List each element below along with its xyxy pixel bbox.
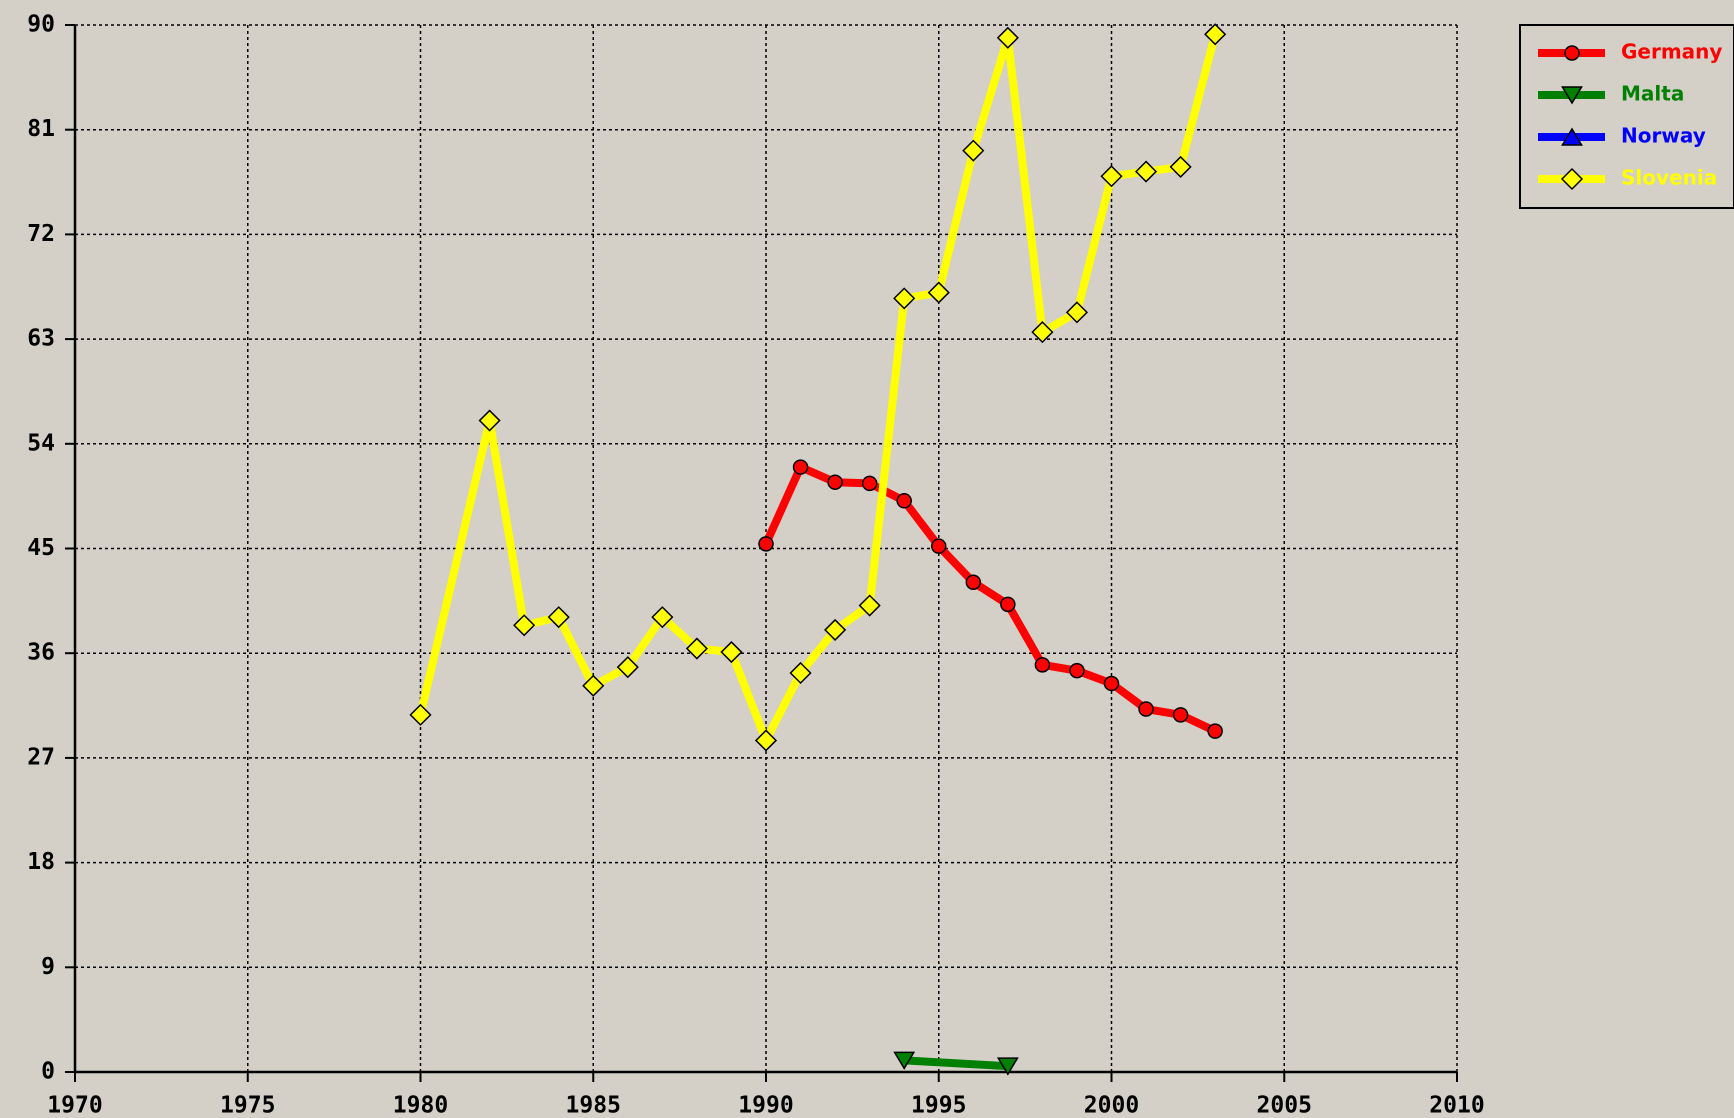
marker	[858, 594, 881, 617]
x-tick-label: 1980	[393, 1093, 448, 1118]
marker	[1172, 707, 1189, 723]
x-tick-label: 1985	[566, 1093, 621, 1118]
marker	[792, 459, 809, 475]
marker	[409, 703, 432, 726]
marker	[1561, 127, 1583, 146]
marker	[1065, 301, 1089, 324]
x-tick-label: 2005	[1257, 1093, 1312, 1118]
marker	[1564, 45, 1580, 61]
marker	[1134, 160, 1158, 183]
marker	[962, 139, 985, 162]
marker	[1207, 723, 1223, 739]
x-tick-label: 2010	[1429, 1093, 1484, 1118]
marker	[824, 618, 847, 641]
legend-label: Germany	[1621, 40, 1722, 64]
y-tick-label: 18	[27, 849, 55, 875]
marker	[754, 729, 778, 752]
y-tick-label: 90	[27, 12, 55, 38]
marker	[965, 574, 982, 590]
marker	[513, 614, 536, 637]
marker	[893, 287, 916, 310]
marker	[1103, 675, 1120, 692]
marker	[927, 281, 950, 304]
marker	[789, 661, 812, 685]
marker	[1031, 321, 1054, 344]
y-tick-label: 72	[27, 221, 55, 247]
legend-box	[1519, 24, 1734, 209]
legend-label: Norway	[1621, 124, 1706, 148]
marker	[1169, 155, 1192, 178]
marker	[861, 475, 878, 492]
y-tick-label: 9	[41, 954, 55, 980]
marker	[896, 493, 912, 509]
y-tick-label: 54	[27, 430, 55, 456]
marker	[685, 637, 708, 660]
y-tick-label: 45	[27, 535, 55, 561]
marker	[1000, 596, 1016, 613]
legend-label: Malta	[1621, 82, 1684, 106]
y-tick-label: 27	[27, 744, 55, 770]
marker	[1138, 701, 1154, 717]
marker	[996, 1057, 1019, 1076]
marker	[827, 474, 843, 490]
series-line	[903, 1056, 1009, 1071]
legend: Germany Malta Norway Slovenia	[1519, 24, 1734, 209]
marker	[582, 674, 605, 697]
marker	[1069, 662, 1085, 679]
marker	[547, 606, 570, 629]
marker	[758, 536, 774, 552]
y-tick-label: 0	[41, 1059, 55, 1085]
x-tick-label: 1975	[220, 1093, 275, 1118]
series-line	[416, 33, 1220, 745]
series-line	[762, 463, 1217, 735]
marker	[1204, 23, 1227, 46]
marker	[1560, 167, 1584, 191]
marker	[893, 1051, 916, 1070]
marker	[931, 538, 947, 554]
marker	[720, 640, 743, 664]
x-tick-label: 1995	[911, 1093, 966, 1118]
marker	[996, 26, 1019, 49]
marker	[478, 409, 501, 432]
marker	[1034, 657, 1051, 673]
marker	[651, 606, 674, 629]
y-tick-label: 81	[27, 116, 55, 142]
x-tick-label: 2000	[1084, 1093, 1139, 1118]
y-tick-label: 63	[27, 326, 55, 352]
legend-label: Slovenia	[1621, 166, 1717, 190]
marker	[1561, 86, 1583, 105]
x-tick-label: 1990	[738, 1093, 793, 1118]
x-tick-label: 1970	[47, 1093, 102, 1118]
marker	[616, 656, 639, 679]
marker	[1100, 165, 1123, 188]
y-tick-label: 36	[27, 640, 55, 666]
